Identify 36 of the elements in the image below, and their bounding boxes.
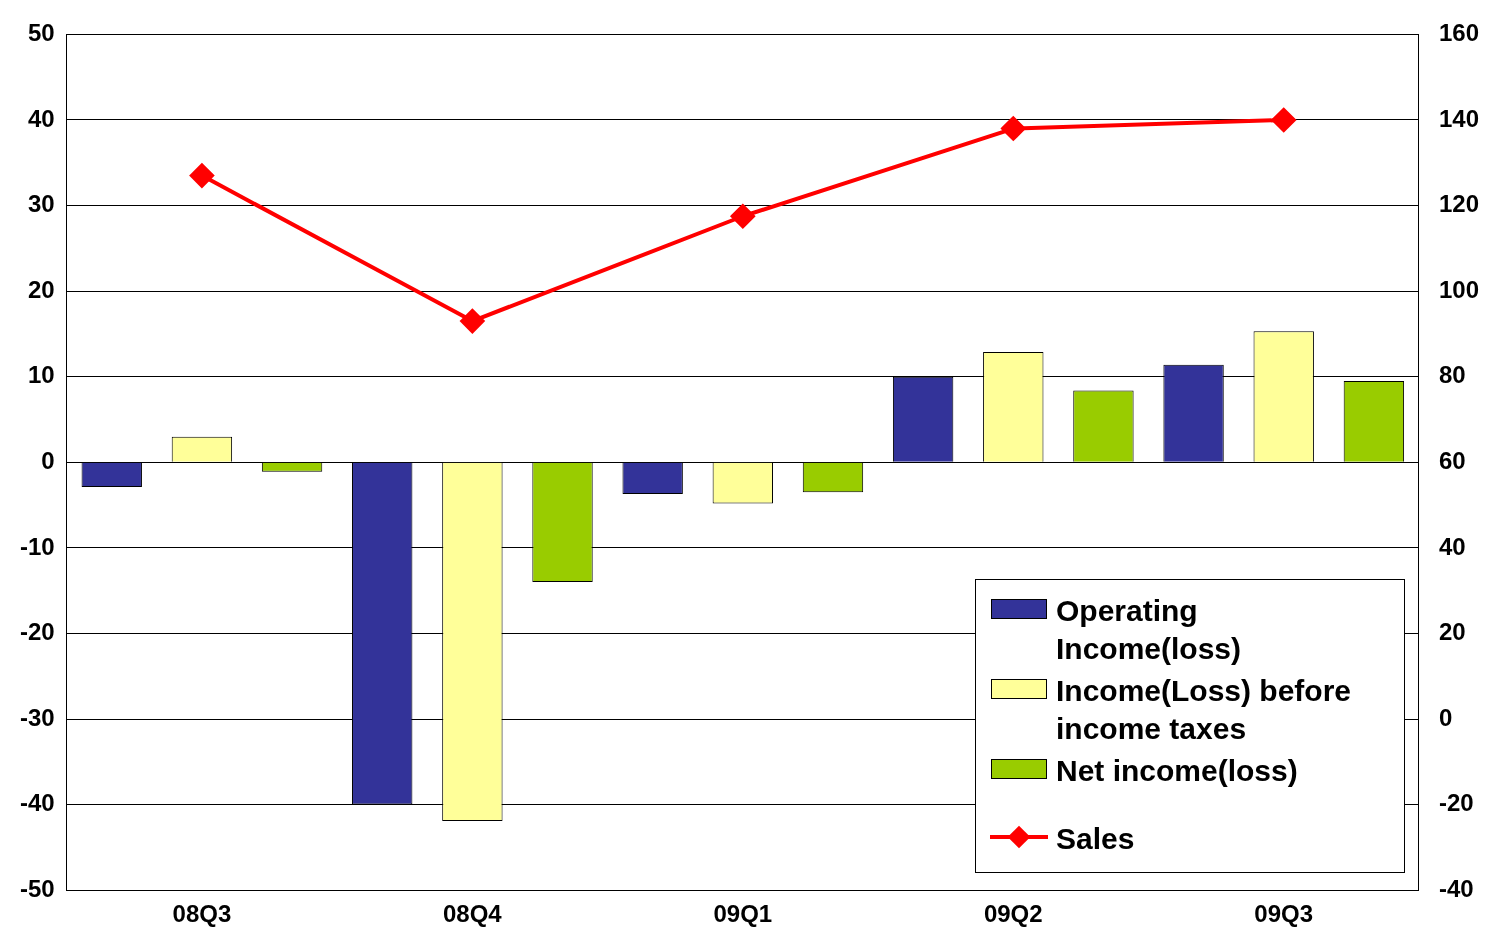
legend-label: Operating Income(loss) <box>1056 593 1243 667</box>
y2-tick-label: 0 <box>1438 703 1453 731</box>
y-tick-label: 40 <box>27 104 55 132</box>
y2-tick-label: 60 <box>1438 446 1466 474</box>
point <box>189 163 214 188</box>
x-tick-label: 08Q3 <box>172 900 232 928</box>
y2-tick-label: 160 <box>1438 19 1479 47</box>
y-tick-label: 50 <box>27 19 55 47</box>
y-tick-label: -10 <box>20 532 55 560</box>
point <box>1271 107 1296 132</box>
point <box>730 204 755 229</box>
y-tick-label: -50 <box>20 874 55 902</box>
y2-tick-label: 140 <box>1438 104 1479 132</box>
y2-tick-label: 40 <box>1438 532 1466 560</box>
y-tick-label: 30 <box>27 190 55 218</box>
x-tick-label: 09Q2 <box>983 900 1043 928</box>
y2-tick-label: 20 <box>1438 618 1466 646</box>
y-tick-label: 0 <box>41 446 55 474</box>
legend-label: Income(Loss) before income taxes <box>1056 673 1353 747</box>
legend-label: Net income(loss) <box>1056 753 1298 789</box>
y-tick-label: 10 <box>27 361 55 389</box>
x-tick-label: 09Q1 <box>713 900 773 928</box>
y2-tick-label: 100 <box>1438 275 1479 303</box>
x-tick-label: 08Q4 <box>443 900 503 928</box>
point <box>460 309 485 334</box>
y-tick-label: 20 <box>27 275 55 303</box>
y2-tick-label: 120 <box>1438 190 1479 218</box>
y-tick-label: -30 <box>20 703 55 731</box>
y2-tick-label: -40 <box>1438 874 1474 902</box>
y2-tick-label: 80 <box>1438 361 1466 389</box>
y-tick-label: -20 <box>20 618 55 646</box>
point <box>1001 116 1026 141</box>
y-tick-label: -40 <box>20 789 55 817</box>
y2-tick-label: -20 <box>1438 789 1474 817</box>
legend-label: Sales <box>1056 821 1135 857</box>
x-tick-label: 09Q3 <box>1254 900 1314 928</box>
